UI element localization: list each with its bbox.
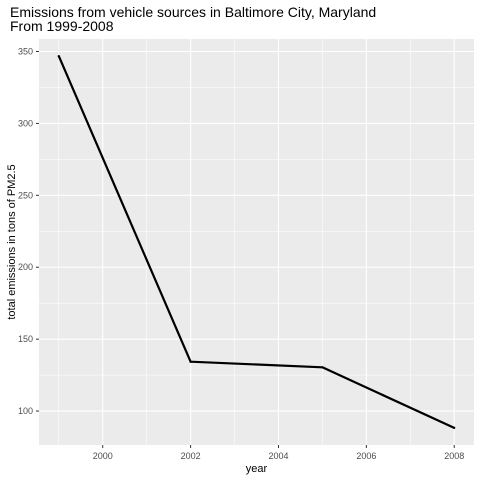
x-axis-label: year (246, 463, 268, 475)
y-tick-label: 300 (18, 118, 33, 128)
major-grid-x (102, 39, 455, 445)
y-tick-label: 350 (18, 47, 33, 57)
x-tick-label: 2006 (356, 451, 376, 461)
y-axis-label: total emissions in tons of PM2.5 (6, 164, 18, 319)
data-point (453, 426, 456, 429)
y-tick-label: 100 (18, 406, 33, 416)
y-tick-label: 200 (18, 262, 33, 272)
minor-grid-x (58, 39, 411, 445)
plot-background (39, 39, 474, 445)
x-axis-ticks: 2000 2002 2004 2006 2008 (93, 445, 464, 461)
x-tick-label: 2004 (268, 451, 288, 461)
chart-title: Emissions from vehicle sources in Baltim… (10, 4, 376, 20)
series-line (57, 55, 455, 429)
data-point (321, 366, 324, 369)
series-layer (57, 55, 456, 429)
minor-grid-y (39, 87, 474, 376)
y-tick-label: 150 (18, 334, 33, 344)
x-tick-label: 2008 (444, 451, 464, 461)
y-tick-label: 250 (18, 190, 33, 200)
chart-subtitle: From 1999-2008 (10, 18, 114, 34)
data-point (189, 360, 192, 363)
data-point (57, 55, 60, 58)
y-axis-ticks: 100 150 200 250 300 350 (18, 47, 39, 416)
major-grid-y (39, 50, 474, 412)
x-tick-label: 2000 (93, 451, 113, 461)
x-tick-label: 2002 (181, 451, 201, 461)
